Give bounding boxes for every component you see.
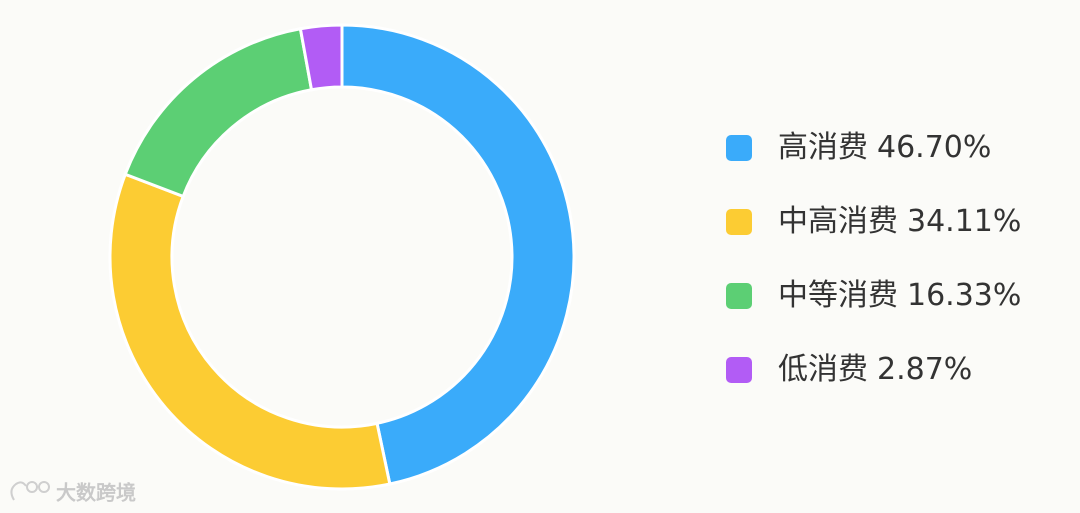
legend-entry: 中等消费 16.33% (778, 278, 1021, 313)
legend-label: 低消费 (778, 352, 868, 387)
legend-label: 中高消费 (778, 204, 898, 239)
legend-entry: 高消费 46.70% (778, 130, 991, 165)
legend-swatch (726, 135, 752, 161)
legend-value: 46.70% (877, 130, 991, 165)
legend-value: 16.33% (907, 278, 1021, 313)
legend-swatch (726, 357, 752, 383)
legend-swatch (726, 209, 752, 235)
legend-entry: 中高消费 34.11% (778, 204, 1021, 239)
legend-swatch (726, 283, 752, 309)
legend-value: 2.87% (877, 352, 972, 387)
slice (340, 23, 576, 486)
slice (108, 172, 392, 491)
legend-entry: 低消费 2.87% (778, 352, 972, 387)
legend-value: 34.11% (907, 204, 1021, 239)
slice (298, 23, 344, 92)
watermark-icon (10, 481, 50, 501)
legend-label: 高消费 (778, 130, 868, 165)
legend-label: 中等消费 (778, 278, 898, 313)
watermark: 大数跨境 (56, 481, 136, 505)
